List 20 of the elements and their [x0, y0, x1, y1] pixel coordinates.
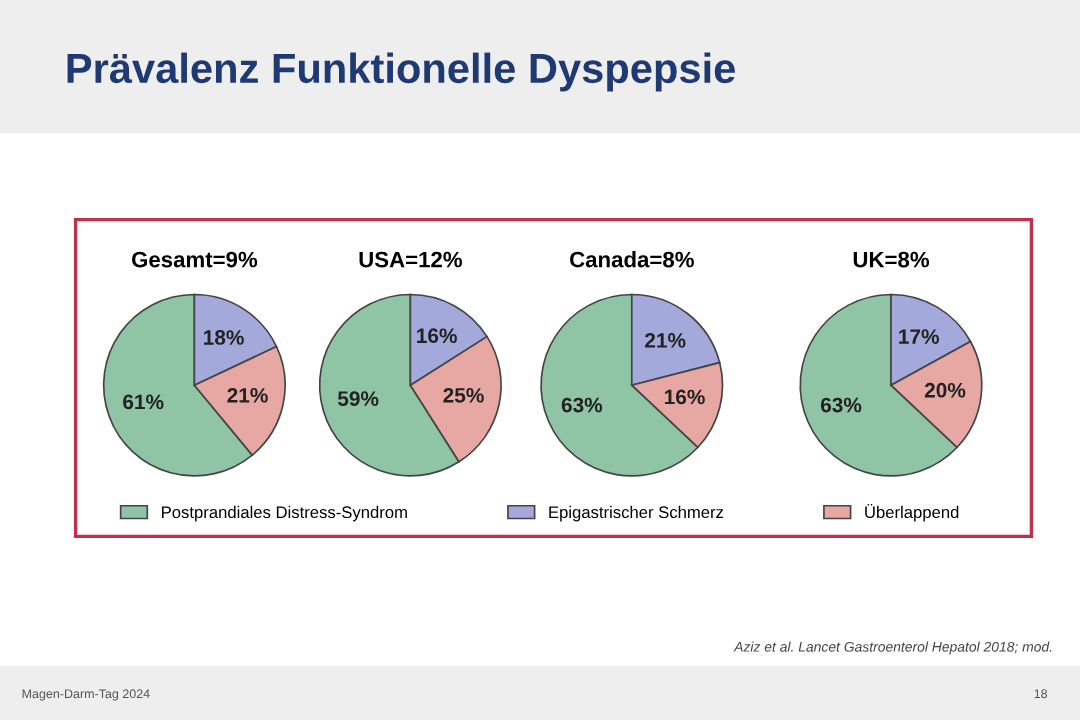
text: Prävalenz Funktionelle Dyspepsie — [67, 52, 735, 92]
data-label: 17% — [899, 329, 940, 344]
data-label: 16% — [664, 389, 705, 405]
data-label: 20% — [924, 382, 966, 398]
data-label: 18% — [204, 330, 244, 345]
data-label: 16% — [417, 328, 457, 344]
data-label: 59% — [337, 391, 379, 406]
chart-title: Canada=8% — [570, 251, 694, 268]
data-label: 63% — [561, 397, 603, 413]
data-label: 25% — [443, 387, 484, 403]
chart-title: Gesamt=9% — [132, 251, 258, 268]
chart-title: UK=8% — [853, 251, 930, 268]
data-label: 61% — [123, 394, 164, 410]
legend-label: Epigastrischer Schmerz — [549, 505, 724, 522]
data-label: 21% — [645, 333, 686, 348]
legend-label: Postprandiales Distress-Syndrom — [162, 505, 407, 522]
data-label: 21% — [227, 387, 268, 403]
data-label: 63% — [820, 397, 862, 413]
chart-title: USA=12% — [359, 251, 462, 268]
legend-label: Überlappend — [865, 503, 959, 522]
